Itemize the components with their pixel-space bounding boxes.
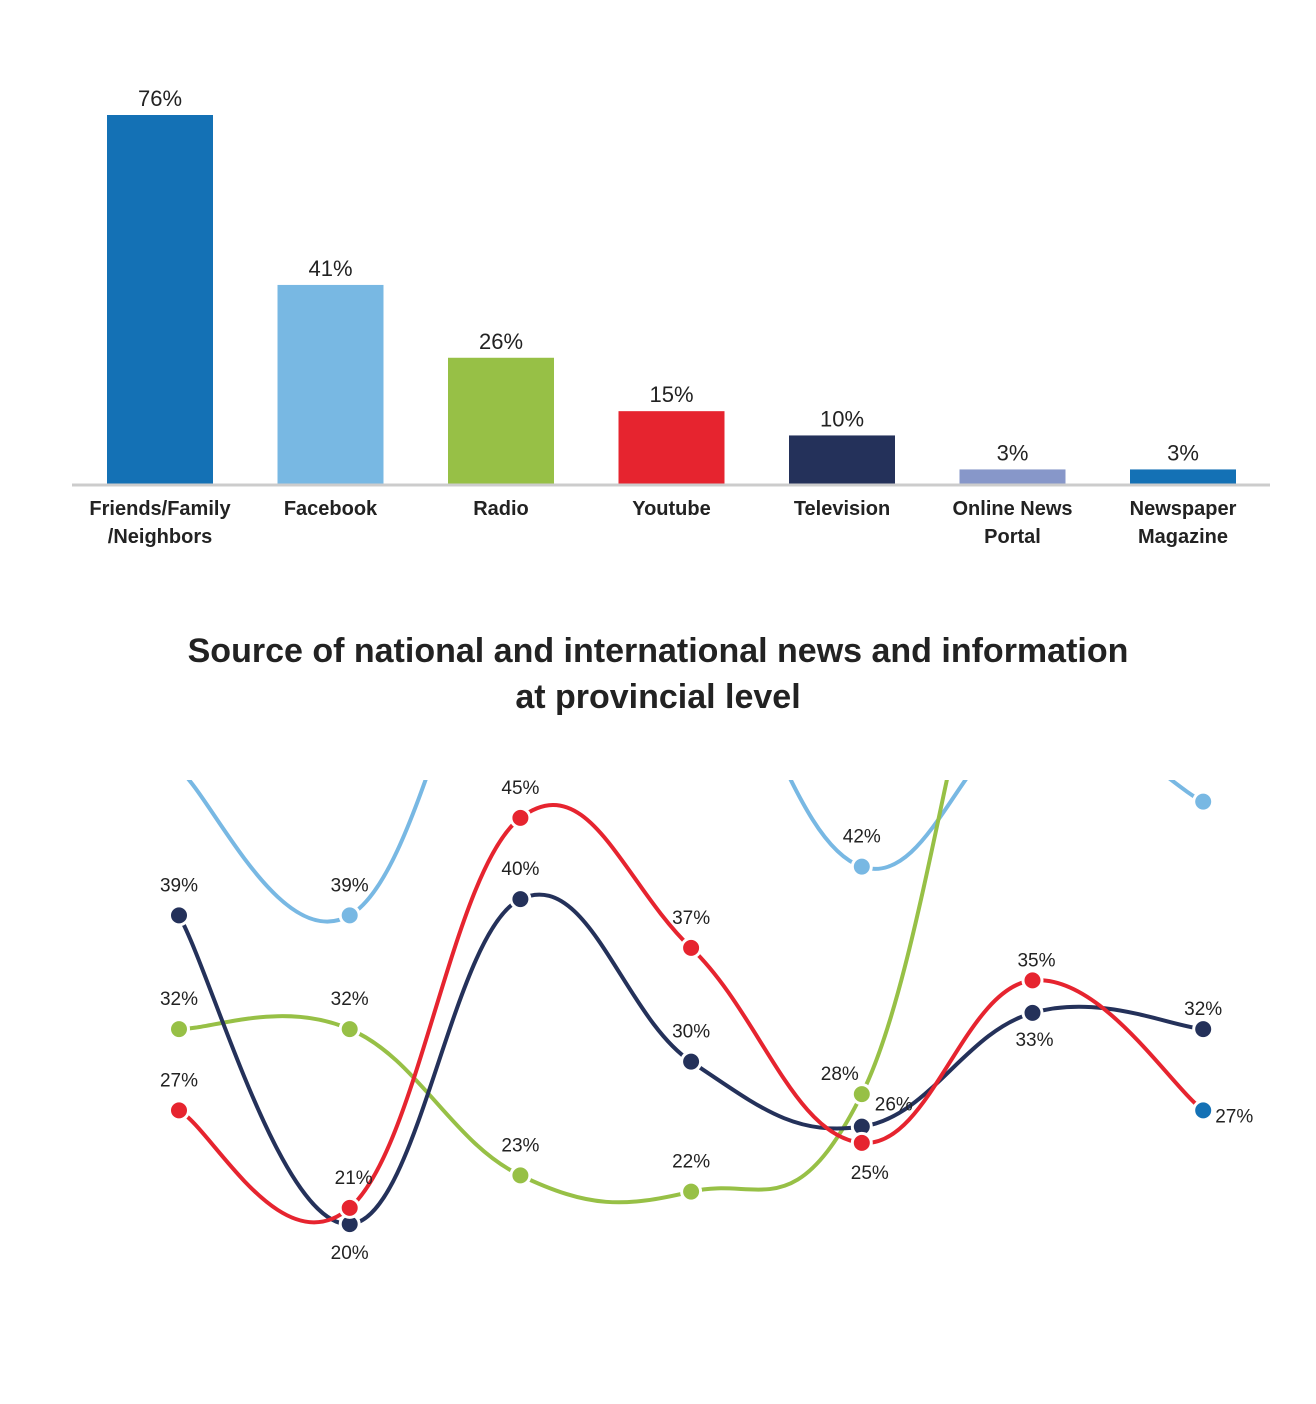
line-chart-title: Source of national and international new…: [0, 628, 1316, 720]
category-label: Magazine: [1138, 526, 1228, 548]
data-label: 28%: [821, 1064, 859, 1085]
bar: [959, 469, 1066, 484]
bar-value-label: 3%: [997, 440, 1029, 465]
data-label: 20%: [331, 1243, 369, 1264]
data-point: [168, 1099, 190, 1122]
data-label: 33%: [1015, 1030, 1053, 1051]
data-point: [850, 1083, 873, 1106]
data-point: [509, 888, 532, 911]
data-point: [168, 1018, 190, 1041]
data-label: 26%: [875, 1095, 913, 1116]
data-label: 40%: [501, 859, 539, 880]
data-point: [1192, 790, 1215, 813]
bar: [277, 284, 384, 484]
bar-value-label: 26%: [479, 329, 523, 354]
bar: [107, 115, 213, 484]
data-label: 30%: [672, 1022, 710, 1043]
data-point: [168, 904, 190, 927]
data-point: [509, 806, 532, 829]
data-point: [680, 936, 703, 959]
series-line-1: [186, 780, 1206, 924]
bar-value-label: 10%: [820, 406, 864, 431]
data-point: [1021, 969, 1044, 992]
data-point: [850, 1131, 873, 1154]
category-label: Television: [794, 498, 890, 520]
category-label: Online News: [952, 498, 1072, 520]
data-label: 22%: [672, 1152, 710, 1173]
bar-chart: 76% Friends/Family/Neighbors 41% Facebook 26…: [72, 86, 1270, 548]
data-label: 37%: [672, 908, 710, 929]
data-label: 25%: [851, 1163, 889, 1184]
data-label: 42%: [843, 827, 881, 848]
data-label: 32%: [331, 989, 369, 1010]
data-point: [850, 855, 873, 878]
data-label: 39%: [331, 875, 369, 896]
data-point: [680, 1050, 703, 1073]
data-point: [1192, 1018, 1215, 1041]
data-label: 21%: [335, 1168, 373, 1189]
bar-value-label: 15%: [649, 382, 693, 407]
category-label: Youtube: [632, 498, 711, 520]
line-chart-title-line-2: at provincial level: [515, 678, 801, 716]
bar: [789, 435, 895, 484]
bar: [618, 411, 725, 484]
data-point: [509, 1164, 532, 1187]
bar: [448, 357, 554, 484]
category-label: Facebook: [284, 498, 378, 520]
data-label: 39%: [160, 875, 198, 896]
data-point: [338, 1018, 361, 1041]
data-point: [338, 1196, 361, 1219]
data-label: 45%: [501, 780, 539, 799]
bar: [1130, 469, 1236, 484]
data-label: 27%: [160, 1070, 198, 1091]
data-point: [680, 1180, 703, 1203]
category-label: /Neighbors: [108, 526, 212, 548]
data-point: [338, 904, 361, 927]
bar-value-label: 3%: [1167, 440, 1199, 465]
bar-value-label: 76%: [138, 86, 182, 111]
category-label: Portal: [984, 526, 1041, 548]
data-label: 32%: [1184, 999, 1222, 1020]
data-label: 32%: [160, 989, 198, 1010]
series-line-2: [177, 780, 949, 1205]
data-point: [1192, 1099, 1215, 1122]
data-label: 27%: [1215, 1106, 1253, 1127]
bar-value-label: 41%: [308, 256, 352, 281]
line-chart: 48%39%60%58%42%51%46%32%32%23%22%28%64%5…: [160, 780, 1253, 1264]
category-label: Newspaper: [1130, 498, 1237, 520]
category-label: Friends/Family: [89, 498, 231, 520]
line-chart-title-line-1: Source of national and international new…: [187, 632, 1129, 670]
data-label: 46%: [1184, 780, 1222, 783]
data-label: 35%: [1017, 950, 1055, 971]
data-label: 23%: [501, 1135, 539, 1156]
data-point: [1021, 1001, 1044, 1024]
category-label: Radio: [473, 498, 529, 520]
